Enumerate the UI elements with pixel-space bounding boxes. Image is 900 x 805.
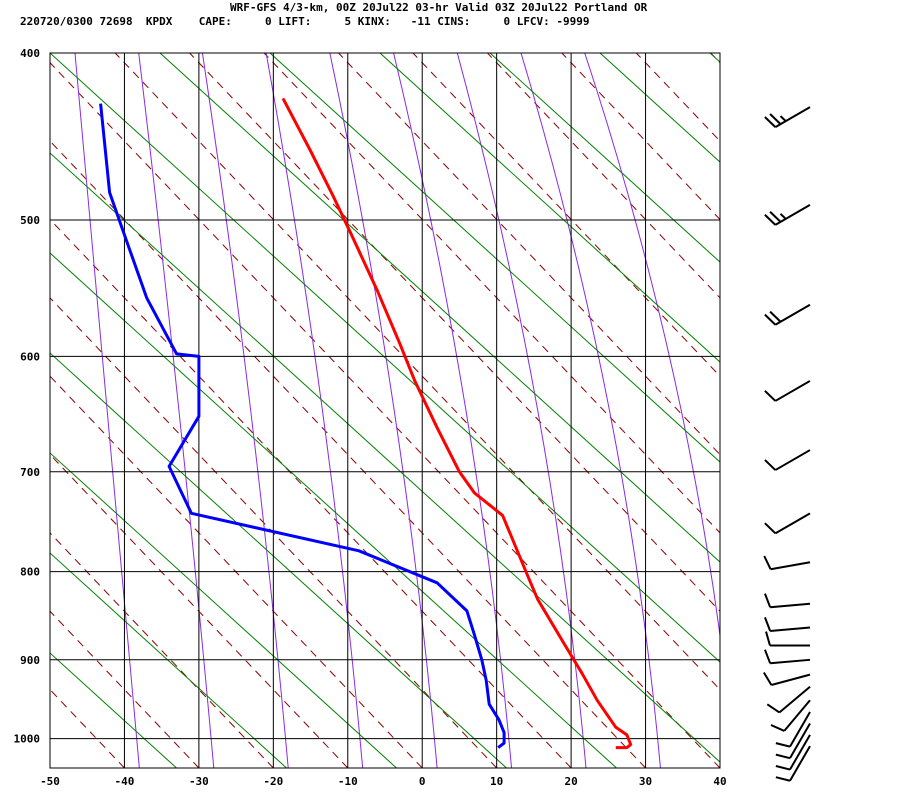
- wind-barb: [764, 649, 811, 665]
- y-tick-label: 1000: [14, 733, 41, 746]
- dry-adiabat: [338, 53, 720, 456]
- dry-adiabat: [50, 375, 423, 768]
- dewpoint-profile: [99, 103, 506, 749]
- wind-barb: [775, 745, 811, 782]
- dry-adiabat: [189, 53, 720, 613]
- y-tick-label: 400: [20, 47, 40, 60]
- x-tick-label: -40: [115, 775, 135, 788]
- mixing-ratio-line: [50, 452, 397, 768]
- x-tick-label: 10: [490, 775, 503, 788]
- wind-barb: [764, 512, 811, 535]
- moist-adiabat: [393, 53, 513, 768]
- dry-adiabat: [50, 218, 572, 768]
- mixing-ratio-line: [820, 53, 900, 768]
- mixing-ratio-line: [50, 152, 720, 763]
- dry-adiabat: [50, 140, 646, 768]
- dry-adiabat: [50, 62, 720, 768]
- x-tick-label: 30: [639, 775, 652, 788]
- y-tick-label: 700: [20, 466, 40, 479]
- x-tick-label: -30: [189, 775, 209, 788]
- dry-adiabat: [487, 53, 720, 299]
- y-tick-label: 800: [20, 566, 40, 579]
- dry-adiabat: [50, 532, 274, 768]
- wind-barb: [775, 723, 811, 760]
- x-tick-label: 0: [419, 775, 426, 788]
- wind-barb: [764, 303, 811, 326]
- mixing-ratio-line: [50, 252, 617, 768]
- plot-frame: [49, 52, 721, 769]
- background-lines: [50, 53, 900, 768]
- x-tick-label: 20: [564, 775, 577, 788]
- wind-barb: [770, 699, 811, 732]
- mixing-ratio-line: [50, 552, 287, 768]
- mixing-ratio-line: [379, 53, 720, 363]
- moist-adiabat: [329, 53, 438, 768]
- mixing-ratio-line: [269, 53, 720, 463]
- dry-adiabat: [114, 53, 720, 691]
- wind-barb: [764, 203, 811, 226]
- mixing-ratio-line: [50, 352, 507, 768]
- dry-adiabat: [50, 297, 498, 768]
- wind-barb: [763, 671, 811, 686]
- y-tick-label: 600: [20, 350, 40, 363]
- y-tick-label: 500: [20, 214, 40, 227]
- mixing-ratio-line: [50, 53, 720, 663]
- wind-barb: [764, 593, 811, 609]
- x-tick-label: 40: [713, 775, 726, 788]
- wind-barb: [775, 711, 811, 748]
- moist-adiabat: [138, 53, 215, 768]
- wind-barb: [763, 555, 811, 571]
- wind-barb: [765, 631, 810, 647]
- stability-indices: 220720/0300 72698 KPDX CAPE: 0 LIFT: 5 K…: [20, 15, 590, 28]
- mixing-ratio-line: [599, 53, 720, 163]
- x-tick-label: -10: [338, 775, 358, 788]
- dry-adiabat: [561, 53, 720, 221]
- dry-adiabat: [50, 453, 349, 768]
- y-tick-label: 900: [20, 654, 40, 667]
- wind-barb: [766, 685, 811, 714]
- chart-title: WRF-GFS 4/3-km, 00Z 20Jul22 03-hr Valid …: [230, 1, 648, 14]
- moist-adiabat: [520, 53, 661, 768]
- wind-barb: [775, 734, 811, 771]
- wind-barb: [764, 617, 811, 633]
- dry-adiabat: [263, 53, 720, 534]
- dry-adiabat: [412, 53, 720, 377]
- moist-adiabat: [265, 53, 364, 768]
- mixing-ratio-line: [489, 53, 720, 263]
- temperature-profile: [281, 97, 633, 750]
- moist-adiabat: [456, 53, 587, 768]
- wind-barb: [764, 449, 811, 471]
- x-tick-label: -50: [40, 775, 60, 788]
- mixing-ratio-line: [159, 53, 720, 563]
- x-tick-label: -20: [263, 775, 283, 788]
- wind-barb: [764, 106, 811, 128]
- moist-adiabat: [201, 53, 289, 768]
- moist-adiabat: [74, 53, 140, 768]
- wind-barb: [764, 380, 811, 402]
